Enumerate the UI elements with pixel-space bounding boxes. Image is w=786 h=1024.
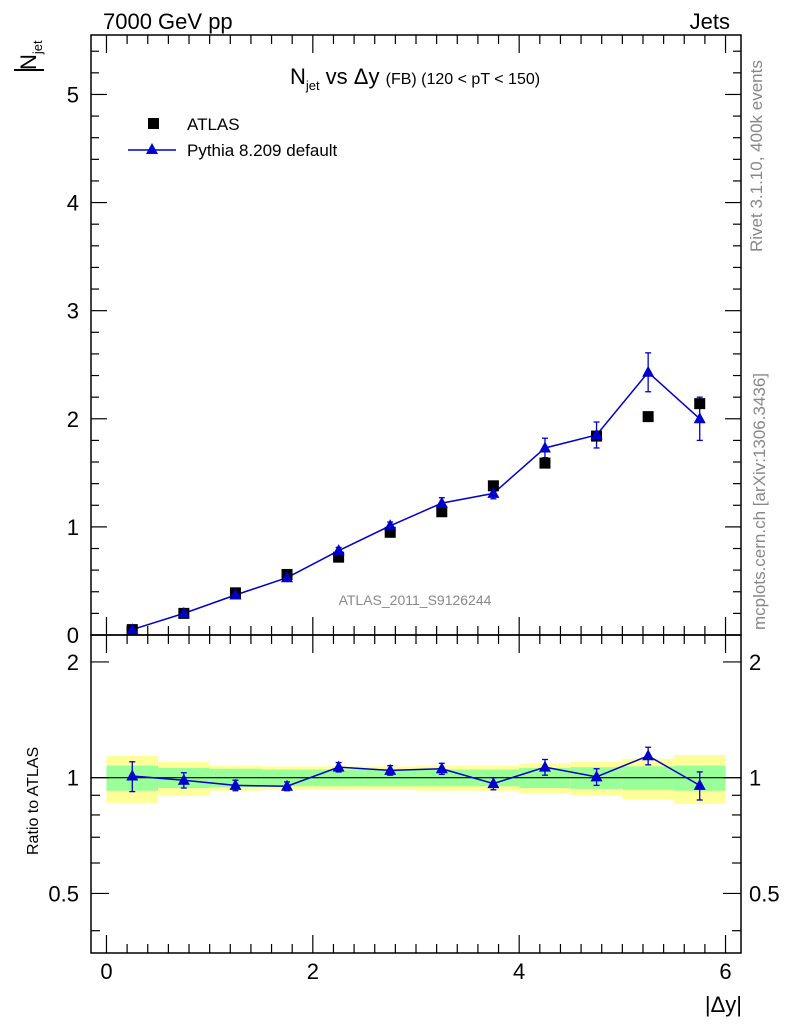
mc-point bbox=[487, 486, 500, 498]
ratio-point bbox=[177, 773, 190, 785]
legend-marker-atlas bbox=[148, 118, 159, 129]
ratio-point bbox=[642, 749, 655, 761]
x-tick-label: 0 bbox=[100, 959, 112, 984]
process-label: Jets bbox=[690, 9, 730, 34]
main-y-tick-label: 0 bbox=[67, 623, 79, 648]
main-y-tick-label: 2 bbox=[67, 407, 79, 432]
energy-label: 7000 GeV pp bbox=[103, 9, 233, 34]
mc-point bbox=[281, 571, 294, 583]
main-y-tick-label: 5 bbox=[67, 82, 79, 107]
ratio-y-tick-label-left: 2 bbox=[67, 650, 79, 675]
y-label-main: N bbox=[16, 54, 41, 70]
ratio-plot-panel: 0.5 0.5 1 1 2 2 Ratio to ATLAS 0 2 4 6 |Δy| bbox=[25, 634, 780, 1017]
x-axis-label: |Δy| bbox=[705, 992, 742, 1017]
mcplots-label: mcplots.cern.ch [arXiv:1306.3436] bbox=[750, 373, 769, 630]
atlas-point bbox=[384, 526, 396, 538]
mc-point bbox=[332, 544, 345, 556]
legend: ATLAS Pythia 8.209 default bbox=[128, 115, 338, 160]
ratio-point bbox=[281, 779, 294, 791]
mc-point bbox=[229, 588, 242, 600]
ratio-point bbox=[693, 778, 706, 790]
atlas-point bbox=[333, 551, 345, 563]
ratio-y-tick-label-right: 2 bbox=[749, 650, 761, 675]
mc-point bbox=[384, 519, 397, 531]
ratio-point bbox=[229, 778, 242, 790]
x-tick-label: 4 bbox=[513, 959, 525, 984]
atlas-point bbox=[694, 398, 706, 410]
ratio-point bbox=[435, 762, 448, 774]
x-tick-label: 6 bbox=[719, 959, 731, 984]
mc-point bbox=[177, 606, 190, 618]
atlas-point bbox=[487, 480, 499, 492]
main-y-tick-label: 4 bbox=[67, 191, 79, 216]
ratio-y-tick-label-right: 1 bbox=[749, 766, 761, 791]
ratio-point bbox=[538, 760, 551, 772]
main-y-tick-label: 1 bbox=[67, 515, 79, 540]
main-y-label: Njet bbox=[14, 40, 45, 71]
legend-marker-mc bbox=[146, 143, 158, 154]
mc-point bbox=[693, 412, 706, 424]
main-y-tick-label: 3 bbox=[67, 299, 79, 324]
ratio-y-tick-label-left: 0.5 bbox=[48, 881, 79, 906]
ratio-y-label: Ratio to ATLAS bbox=[25, 747, 42, 855]
ratio-point bbox=[590, 770, 603, 782]
ratio-point bbox=[384, 763, 397, 775]
plot-title: Njet vs Δy (FB) (120 < pT < 150) bbox=[290, 64, 540, 93]
mc-point bbox=[126, 623, 139, 635]
ratio-point bbox=[126, 769, 139, 781]
analysis-watermark: ATLAS_2011_S9126244 bbox=[339, 592, 492, 608]
ratio-y-tick-label-left: 1 bbox=[67, 766, 79, 791]
rivet-label: Rivet 3.1.10, 400k events bbox=[747, 60, 766, 252]
mc-point bbox=[590, 428, 603, 440]
y-label-sub: jet bbox=[30, 40, 45, 55]
ratio-y-tick-label-right: 0.5 bbox=[749, 881, 780, 906]
mc-point bbox=[435, 496, 448, 508]
mc-point bbox=[642, 365, 655, 377]
x-tick-label: 2 bbox=[307, 959, 319, 984]
legend-label-mc: Pythia 8.209 default bbox=[187, 141, 338, 160]
ratio-series-line bbox=[132, 754, 701, 788]
atlas-point bbox=[436, 506, 448, 518]
ratio-point bbox=[332, 760, 345, 772]
svg-text:Njet: Njet bbox=[16, 40, 45, 70]
mc-point bbox=[538, 441, 551, 453]
legend-label-atlas: ATLAS bbox=[187, 115, 240, 134]
ratio-point bbox=[487, 777, 500, 789]
atlas-point bbox=[642, 411, 654, 423]
atlas-point bbox=[539, 457, 551, 469]
mc-series-line bbox=[132, 371, 701, 631]
